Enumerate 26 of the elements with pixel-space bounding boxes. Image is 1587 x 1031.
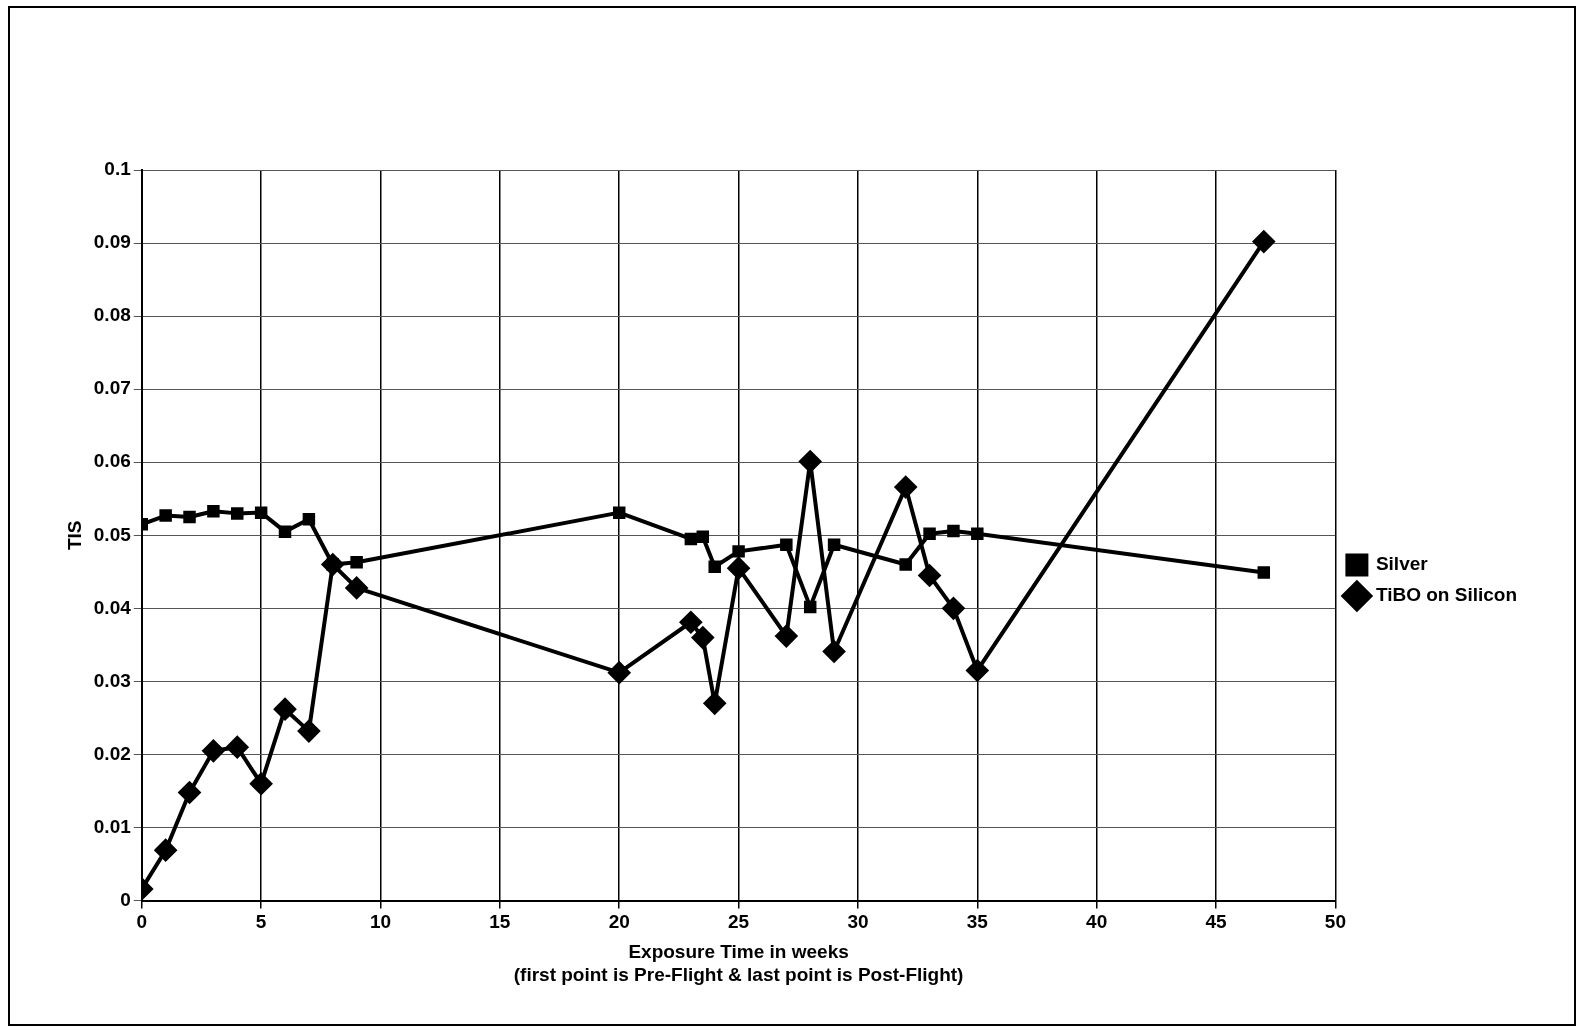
y-axis-title: TIS [63, 520, 85, 551]
x-tick-label: 5 [255, 911, 267, 933]
y-tick-label: 0.07 [93, 377, 131, 399]
x-tick-label: 0 [136, 911, 148, 933]
y-tick-label: 0.09 [93, 231, 131, 253]
y-tick-label: 0.03 [93, 669, 131, 691]
y-tick-label: 0.06 [93, 450, 131, 472]
y-tick-label: 0.04 [93, 596, 132, 618]
x-tick-label: 25 [728, 911, 750, 933]
y-tick-label: 0 [120, 888, 131, 910]
y-tick-label: 0.1 [104, 158, 132, 180]
legend-label: Silver [1375, 553, 1429, 575]
y-tick-label: 0.05 [93, 523, 132, 545]
x-tick-label: 15 [489, 911, 511, 933]
y-tick-label: 0.02 [93, 742, 131, 764]
x-tick-label: 45 [1205, 911, 1228, 933]
x-axis-title: Exposure Time in weeks (first point is Pre-Flight & last point is Post-Flight) [513, 941, 964, 985]
x-tick-label: 20 [608, 911, 630, 933]
y-tick-label: 0.01 [93, 815, 132, 837]
x-tick-label: 10 [369, 911, 392, 933]
x-tick-label: 40 [1086, 911, 1108, 933]
y-tick-label: 0.08 [93, 304, 131, 326]
x-tick-label: 30 [847, 911, 869, 933]
x-tick-label: 50 [1324, 911, 1346, 933]
legend-label: TiBO on Silicon [1375, 584, 1518, 606]
x-tick-label: 35 [966, 911, 989, 933]
